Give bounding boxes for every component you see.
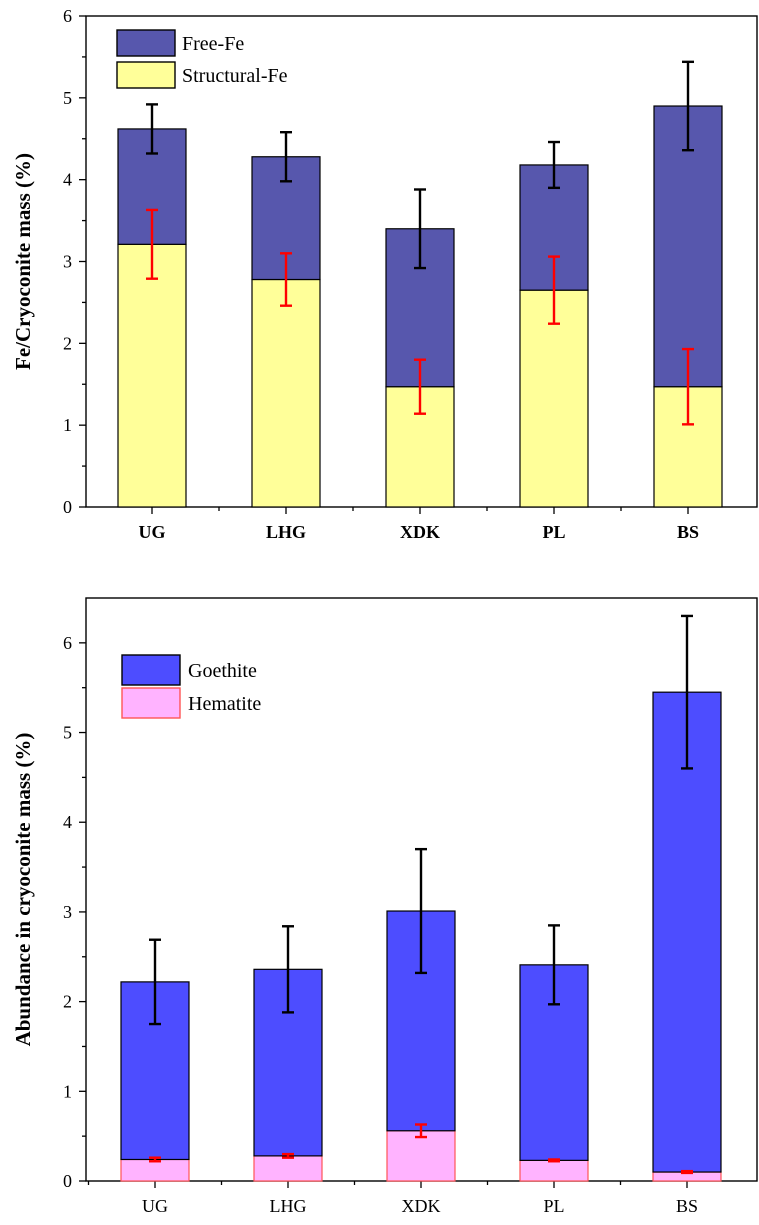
y-axis-label: Abundance in cryoconite mass (%) [11,733,35,1047]
x-tick-label-xdk: XDK [400,522,440,542]
error-bar-hematite-ug [149,1156,161,1163]
y-tick-label: 6 [63,633,72,653]
x-tick-label-lhg: LHG [270,1196,307,1216]
x-tick-label-lhg: LHG [266,522,306,542]
x-tick-label-ug: UG [142,1196,168,1216]
y-tick-label: 5 [63,723,72,743]
legend-label: Free-Fe [182,33,244,55]
error-bar-goethite-pl [548,924,560,1006]
legend-swatch [116,61,176,89]
error-bar-hematite-pl [548,1158,560,1163]
legend-swatch [121,654,181,686]
y-tick-label: 3 [63,902,72,922]
error-bar-free-fe-lhg [280,131,292,183]
x-tick-label-xdk: XDK [402,1196,441,1216]
chart-iron-fractions: 0 1 2 3 4 5 6 UG LHG XDK PL BS Fe/Cryoconite mass (%… [11,6,758,542]
y-tick-label: 0 [63,497,72,517]
error-bar-goethite-lhg [282,925,294,1014]
error-bar-structural-fe-ug [146,208,158,280]
x-tick-label-pl: PL [542,522,565,542]
error-bar-goethite-ug [149,938,161,1026]
x-tick-label-bs: BS [676,1196,698,1216]
error-bar-hematite-bs [681,1169,693,1175]
bar-free-fe-bs [653,105,723,388]
bar-structural-fe-lhg [251,278,321,508]
y-tick-label: 2 [63,992,72,1012]
legend-swatch [116,29,176,57]
error-bar-free-fe-bs [682,60,694,152]
y-tick-label: 1 [63,415,72,435]
x-tick-label-pl: PL [543,1196,564,1216]
y-tick-label: 6 [63,6,72,26]
bar-goethite-bs [652,691,722,1173]
error-bar-structural-fe-bs [682,347,694,426]
bar-hematite-pl [519,1159,589,1182]
error-bar-goethite-bs [681,614,693,770]
bar-hematite-ug [120,1158,190,1182]
legend-item-hematite: Hematite [121,687,261,719]
bar-structural-fe-pl [519,289,589,508]
y-tick-label: 5 [63,88,72,108]
bar-hematite-xdk [386,1130,456,1182]
legend-label: Goethite [188,660,257,682]
y-tick-label: 0 [63,1171,72,1191]
chart-iron-oxides: 0 1 2 3 4 5 6 UG LHG XDK PL BS Abundance in cryoconi… [11,597,758,1216]
legend-label: Hematite [188,693,261,715]
bar-structural-fe-ug [117,243,187,508]
y-tick-label: 1 [63,1081,72,1101]
error-bar-goethite-xdk [415,847,427,975]
legend-item-goethite: Goethite [121,654,257,686]
error-bar-structural-fe-xdk [414,358,426,415]
y-tick-label: 4 [63,812,72,832]
legend-item-free-fe: Free-Fe [116,29,244,57]
error-bar-hematite-xdk [415,1123,427,1139]
x-tick-label-ug: UG [139,522,166,542]
legend-item-structural-fe: Structural-Fe [116,61,288,89]
y-axis-label: Fe/Cryoconite mass (%) [11,153,35,370]
error-bar-free-fe-pl [548,140,560,190]
x-tick-label-bs: BS [677,522,699,542]
error-bar-structural-fe-lhg [280,252,292,307]
legend-label: Structural-Fe [182,65,288,87]
bar-hematite-lhg [253,1155,323,1182]
y-tick-label: 4 [63,170,72,190]
error-bar-free-fe-xdk [414,188,426,270]
legend-swatch [121,687,181,719]
error-bar-hematite-lhg [282,1152,294,1159]
error-bar-structural-fe-pl [548,255,560,325]
error-bar-free-fe-ug [146,103,158,155]
y-tick-label: 3 [63,252,72,272]
y-tick-label: 2 [63,333,72,353]
